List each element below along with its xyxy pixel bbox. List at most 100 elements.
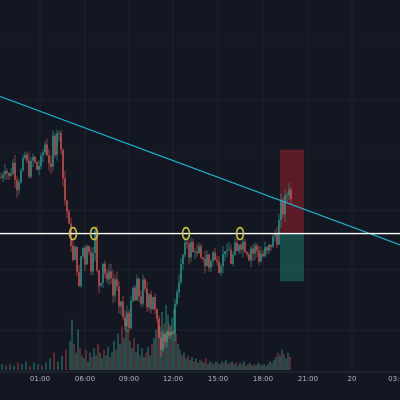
volume-bar [29,365,31,370]
volume-bar [273,359,275,370]
candle-body [114,279,116,296]
volume-bar [227,364,229,370]
touch-highlight-circle [235,226,245,241]
volume-bar [239,362,241,370]
volume-bar [231,361,233,370]
volume-bar [147,346,149,370]
volume-bar [209,361,211,370]
candle-body [158,318,160,338]
candle-body [172,332,174,334]
candle-body [50,163,52,167]
grid-lines [0,0,400,372]
candle-body [112,278,114,296]
volume-bar [113,341,115,370]
candle-body [262,253,264,257]
volume-bar [33,362,35,370]
candle-body [30,160,32,177]
volume-bar [89,352,91,370]
volume-bar [183,352,185,370]
candle-body [284,195,286,215]
candle-body [88,246,90,252]
trendline [0,95,400,246]
candle-body [126,312,128,326]
candle-body [242,241,244,250]
volume-bar [85,349,87,370]
volume-bar [61,355,63,370]
candle-body [8,172,10,176]
candle-body [14,162,16,180]
volume-bar [277,352,279,370]
volume-bar [103,349,105,370]
x-tick-label: 20 [348,375,357,383]
candle-body [240,244,242,250]
candle-body [138,278,140,297]
volume-bar [127,329,129,370]
x-tick-label: 06:00 [75,375,95,383]
candle-body [54,135,56,155]
candle-body [208,254,210,268]
volume-bar [229,362,231,370]
x-tick-label: 18:00 [253,375,273,383]
volume-bar [177,343,179,370]
volume-bar [157,319,159,370]
candle-body [68,211,70,224]
candle-body [194,251,196,253]
volume-bar [289,356,291,370]
volume-bar [37,364,39,370]
candle-body [274,233,276,237]
candle-body [0,177,2,179]
volume-bar [163,323,165,370]
volume-bar [251,365,253,370]
candle-body [144,279,146,289]
x-tick-label: 15:00 [208,375,228,383]
candle-body [280,200,282,221]
candle-body [146,288,148,308]
candle-body [278,220,280,245]
volume-bar [53,352,55,370]
candle-body [40,155,42,166]
volume-bar [235,362,237,370]
volume-bars [1,304,291,370]
candle-body [210,260,212,268]
volume-bar [121,326,123,370]
volume-bar [45,362,47,370]
candle-body [170,332,172,336]
volume-bar [179,349,181,370]
volume-bar [203,362,205,370]
candle-body [12,162,14,174]
x-tick-label: 09:00 [119,375,139,383]
candle-body [6,171,8,173]
volume-bar [73,343,75,370]
volume-bar [271,362,273,370]
volume-bar [13,365,15,370]
candle-body [248,254,250,261]
candle-body [162,334,164,350]
volume-bar [117,333,119,370]
volume-bar [283,354,285,370]
volume-bar [91,356,93,370]
volume-bar [287,352,289,370]
volume-bar [111,352,113,370]
candle-body [80,256,82,286]
candle-body [214,252,216,260]
candle-body [128,312,130,329]
volume-bar [79,348,81,370]
candle-body [142,279,144,304]
candle-body [140,296,142,304]
candle-body [224,251,226,255]
volume-bar [83,358,85,370]
volume-bar [193,361,195,370]
volume-bar [99,352,101,370]
candle-body [268,244,270,251]
candle-body [124,316,126,326]
volume-bar [281,349,283,370]
volume-bar [21,364,23,370]
volume-bar [25,361,27,370]
volume-bar [159,326,161,370]
candle-body [46,144,48,156]
volume-bar [213,364,215,370]
candle-body [20,170,22,183]
candle-body [98,270,100,286]
touch-highlight-circle [89,226,99,241]
